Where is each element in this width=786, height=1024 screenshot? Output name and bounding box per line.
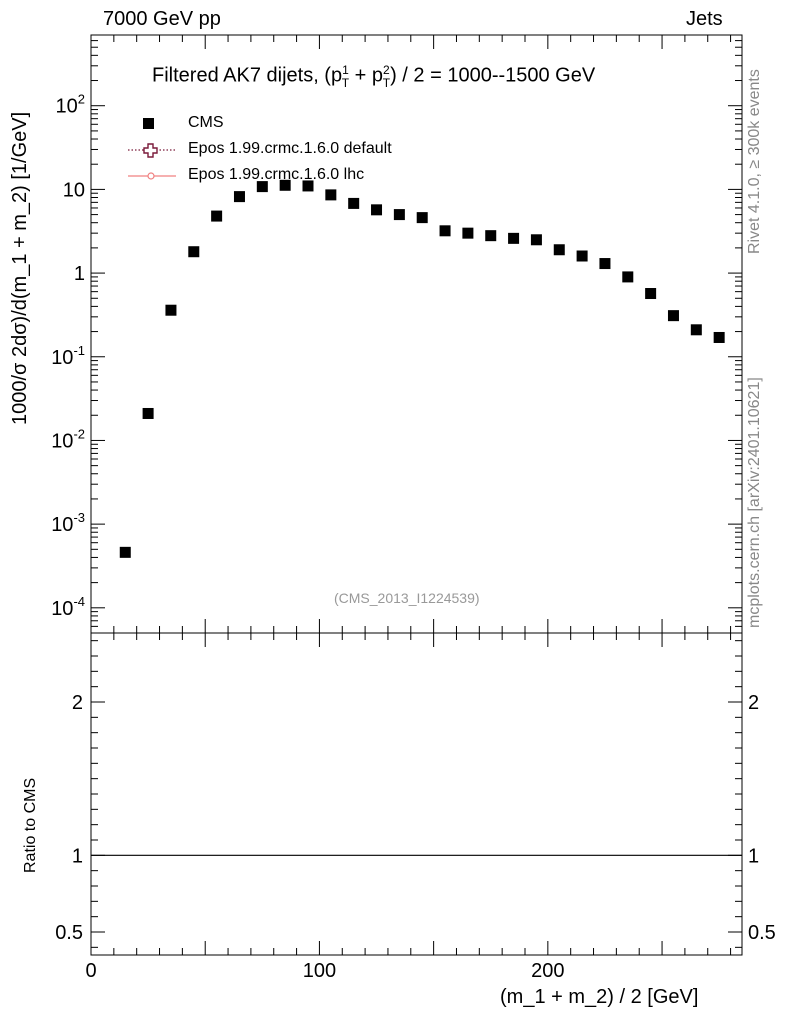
data-point-cms (713, 331, 725, 343)
y-tick-label: 102 (56, 92, 85, 118)
data-point-cms (439, 225, 451, 237)
y-tick-label: 10 (63, 179, 85, 201)
legend-marker-epos-lhc (147, 172, 155, 180)
legend-label-epos-default: Epos 1.99.crmc.1.6.0 default (188, 140, 392, 157)
data-point-cms (553, 244, 565, 256)
data-point-cms (119, 546, 131, 558)
data-point-cms (416, 212, 428, 224)
data-point-cms (188, 246, 200, 258)
data-point-cms (233, 191, 245, 203)
mcplots-credit: mcplots.cern.ch [arXiv:2401.10621] (746, 377, 763, 628)
data-point-cms (371, 204, 383, 216)
data-point-cms (142, 407, 154, 419)
data-point-cms (530, 234, 542, 246)
data-point-cms (645, 288, 657, 300)
data-point-cms (211, 210, 223, 222)
data-point-cms (325, 189, 337, 201)
y-tick-label: 1 (74, 263, 85, 285)
data-point-cms (485, 230, 497, 242)
ratio-plot-frame (90, 632, 743, 956)
data-point-cms (599, 258, 611, 270)
data-point-cms (165, 304, 177, 316)
ratio-y-tick-label: 2 (72, 692, 83, 714)
data-point-cms (508, 232, 520, 244)
legend-label-epos-lhc: Epos 1.99.crmc.1.6.0 lhc (188, 166, 365, 183)
y-axis-label-ratio: Ratio to CMS (22, 777, 39, 873)
data-point-cms (302, 180, 314, 192)
x-tick-label: 100 (303, 960, 336, 982)
data-point-cms (393, 209, 405, 221)
data-point-cms (690, 324, 702, 336)
y-tick-label: 10-4 (51, 594, 85, 620)
y-tick-label: 10-3 (51, 510, 85, 536)
y-tick-label: 10-1 (51, 343, 85, 369)
header-left: 7000 GeV pp (103, 8, 221, 30)
ratio-y-tick-label-right: 2 (748, 692, 759, 714)
data-point-cms (462, 227, 474, 239)
legend-marker-cms (143, 118, 154, 129)
header-right: Jets (686, 8, 723, 30)
y-tick-label: 10-2 (51, 426, 85, 452)
x-axis-label: (m_1 + m_2) / 2 [GeV] (500, 986, 699, 1008)
plot-title: Filtered AK7 dijets, (p1T + p2T) / 2 = 1… (152, 63, 596, 90)
data-point-cms (667, 310, 679, 322)
data-point-cms (348, 197, 360, 209)
analysis-id: (CMS_2013_I1224539) (334, 590, 480, 606)
legend-marker-epos-default (143, 143, 158, 158)
ratio-y-tick-label-right: 0.5 (748, 922, 776, 944)
data-point-cms (256, 181, 268, 193)
x-tick-label: 200 (531, 960, 564, 982)
legend-label-cms: CMS (188, 114, 224, 131)
rivet-version: Rivet 4.1.0, ≥ 300k events (746, 69, 763, 254)
ratio-y-tick-label-right: 1 (748, 845, 759, 867)
data-point-cms (279, 179, 291, 191)
ratio-y-tick-label: 0.5 (55, 922, 83, 944)
data-point-cms (576, 250, 588, 262)
y-axis-label-main: 1000/σ 2dσ)/d(m_1 + m_2) [1/GeV] (9, 111, 31, 425)
ratio-y-tick-label: 1 (72, 845, 83, 867)
data-point-cms (622, 271, 634, 283)
x-tick-label: 0 (85, 960, 96, 982)
